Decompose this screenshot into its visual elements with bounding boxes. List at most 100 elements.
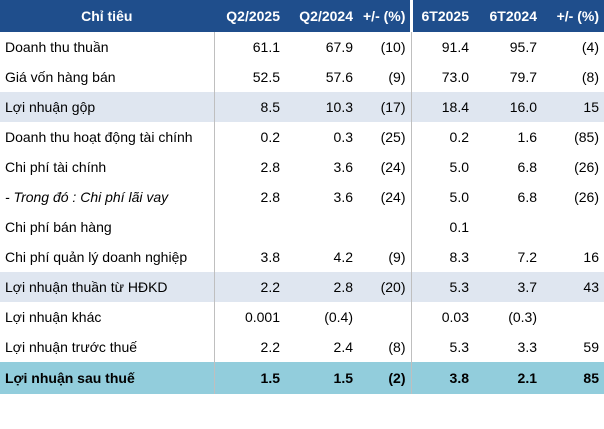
table-body: Doanh thu thuần 61.1 67.9 (10) 91.4 95.7 (4) Gi… bbox=[0, 32, 604, 394]
cell-half-year-change: 85 bbox=[542, 362, 604, 394]
cell-h1-2024: 7.2 bbox=[517, 249, 537, 265]
cell-q2-2024: 2.8 bbox=[285, 272, 358, 302]
cell-half-year-change: (26) bbox=[574, 159, 599, 175]
row-label: Lợi nhuận khác bbox=[0, 302, 215, 332]
cell-q2-2025 bbox=[214, 212, 285, 242]
cell-q2-2024 bbox=[285, 212, 358, 242]
cell-q2-2024: (0.4) bbox=[324, 309, 353, 325]
table-total-row: Lợi nhuận sau thuế 1.5 1.5 (2) 3.8 2.1 85 bbox=[0, 362, 604, 394]
cell-q2-2025: 52.5 bbox=[252, 69, 280, 85]
table-row: Lợi nhuận thuần từ HĐKD 2.2 2.8 (20) 5.3 3.7 4… bbox=[0, 272, 604, 302]
cell-q2-2024: 10.3 bbox=[285, 92, 358, 122]
cell-half-year-change: 16 bbox=[583, 249, 599, 265]
cell-q2-2024: 2.4 bbox=[333, 339, 353, 355]
cell-h1-2024: 95.7 bbox=[509, 39, 537, 55]
row-label: Lợi nhuận sau thuế bbox=[0, 362, 215, 394]
cell-quarter-change: (9) bbox=[358, 242, 412, 272]
cell-quarter-change: (25) bbox=[358, 122, 412, 152]
row-label: Chi phí bán hàng bbox=[0, 212, 215, 242]
table-row: Chi phí bán hàng 0.1 bbox=[0, 212, 604, 242]
cell-h1-2024: 3.7 bbox=[474, 272, 542, 302]
row-label: Giá vốn hàng bán bbox=[0, 62, 215, 92]
cell-h1-2025: 5.0 bbox=[449, 159, 469, 175]
cell-q2-2025: 1.5 bbox=[214, 362, 285, 394]
cell-quarter-change: (9) bbox=[358, 62, 412, 92]
table-header-row: Chỉ tiêu Q2/2025 Q2/2024 +/- (%) 6T2025 … bbox=[0, 0, 604, 32]
row-label: Lợi nhuận trước thuế bbox=[0, 332, 215, 362]
cell-quarter-change: (2) bbox=[358, 362, 412, 394]
cell-h1-2024: 6.8 bbox=[517, 189, 537, 205]
cell-h1-2025: 5.3 bbox=[449, 339, 469, 355]
cell-quarter-change: (20) bbox=[358, 272, 412, 302]
row-label: - Trong đó : Chi phí lãi vay bbox=[0, 182, 215, 212]
table-row: Lợi nhuận trước thuế 2.2 2.4 (8) 5.3 3.3 59 bbox=[0, 332, 604, 362]
cell-h1-2025: 3.8 bbox=[411, 362, 474, 394]
cell-q2-2024: 1.5 bbox=[285, 362, 358, 394]
cell-half-year-change: 43 bbox=[542, 272, 604, 302]
cell-half-year-change bbox=[542, 302, 604, 332]
cell-h1-2024 bbox=[474, 212, 542, 242]
cell-h1-2024: 3.3 bbox=[517, 339, 537, 355]
cell-q2-2025: 8.5 bbox=[214, 92, 285, 122]
cell-quarter-change: (10) bbox=[358, 32, 412, 62]
table-row: Giá vốn hàng bán 52.5 57.6 (9) 73.0 79.7 (8) bbox=[0, 62, 604, 92]
row-label: Chi phí quản lý doanh nghiệp bbox=[0, 242, 215, 272]
cell-h1-2025: 73.0 bbox=[441, 69, 469, 85]
table-row: Chi phí quản lý doanh nghiệp 3.8 4.2 (9) 8.3… bbox=[0, 242, 604, 272]
cell-h1-2025: 18.4 bbox=[411, 92, 474, 122]
cell-q2-2024: 67.9 bbox=[325, 39, 353, 55]
cell-h1-2025: 0.1 bbox=[449, 219, 469, 235]
cell-half-year-change bbox=[542, 212, 604, 242]
cell-h1-2024: 2.1 bbox=[474, 362, 542, 394]
cell-quarter-change: (17) bbox=[358, 92, 412, 122]
cell-h1-2025: 5.3 bbox=[411, 272, 474, 302]
cell-q2-2025: 3.8 bbox=[260, 249, 280, 265]
row-label: Doanh thu hoạt động tài chính bbox=[0, 122, 215, 152]
cell-q2-2024: 3.6 bbox=[333, 159, 353, 175]
cell-quarter-change: (24) bbox=[358, 182, 412, 212]
row-label: Lợi nhuận thuần từ HĐKD bbox=[0, 272, 215, 302]
cell-half-year-change: (8) bbox=[581, 69, 599, 85]
cell-q2-2024: 57.6 bbox=[325, 69, 353, 85]
cell-q2-2024: 0.3 bbox=[333, 129, 353, 145]
row-label: Chi phí tài chính bbox=[0, 152, 215, 182]
cell-q2-2025: 2.8 bbox=[260, 159, 280, 175]
column-header-quarter-change: +/- (%) bbox=[358, 0, 413, 32]
column-header-q2-2025: Q2/2025 bbox=[214, 0, 285, 32]
cell-q2-2024: 4.2 bbox=[333, 249, 353, 265]
cell-quarter-change bbox=[358, 212, 412, 242]
cell-q2-2025: 2.8 bbox=[260, 189, 280, 205]
row-label: Lợi nhuận gộp bbox=[0, 92, 215, 122]
cell-q2-2025: 0.001 bbox=[244, 309, 280, 325]
cell-half-year-change: (85) bbox=[574, 129, 599, 145]
column-header-indicator: Chỉ tiêu bbox=[0, 0, 215, 32]
cell-q2-2025: 61.1 bbox=[252, 39, 280, 55]
cell-quarter-change bbox=[358, 302, 412, 332]
cell-h1-2024: 79.7 bbox=[509, 69, 537, 85]
cell-half-year-change: 15 bbox=[542, 92, 604, 122]
column-header-q2-2024: Q2/2024 bbox=[285, 0, 358, 32]
cell-h1-2025: 91.4 bbox=[441, 39, 469, 55]
cell-half-year-change: (26) bbox=[574, 189, 599, 205]
cell-h1-2024: 6.8 bbox=[517, 159, 537, 175]
cell-h1-2024: (0.3) bbox=[508, 309, 537, 325]
table-row: Doanh thu hoạt động tài chính 0.2 0.3 (25) 0… bbox=[0, 122, 604, 152]
cell-h1-2025: 8.3 bbox=[449, 249, 469, 265]
table-row: Lợi nhuận gộp 8.5 10.3 (17) 18.4 16.0 15 bbox=[0, 92, 604, 122]
column-header-h1-2025: 6T2025 bbox=[411, 0, 474, 32]
table-row: Doanh thu thuần 61.1 67.9 (10) 91.4 95.7 (4) bbox=[0, 32, 604, 62]
cell-half-year-change: (4) bbox=[581, 39, 599, 55]
cell-h1-2025: 5.0 bbox=[449, 189, 469, 205]
cell-half-year-change: 59 bbox=[583, 339, 599, 355]
column-header-h1-2024: 6T2024 bbox=[474, 0, 542, 32]
cell-quarter-change: (8) bbox=[358, 332, 412, 362]
table-row: Chi phí tài chính 2.8 3.6 (24) 5.0 6.8 (26) bbox=[0, 152, 604, 182]
cell-q2-2025: 2.2 bbox=[260, 339, 280, 355]
cell-q2-2024: 3.6 bbox=[333, 189, 353, 205]
cell-h1-2025: 0.03 bbox=[441, 309, 469, 325]
table-row: - Trong đó : Chi phí lãi vay 2.8 3.6 (24) 5.… bbox=[0, 182, 604, 212]
cell-h1-2024: 1.6 bbox=[517, 129, 537, 145]
financial-table: Chỉ tiêu Q2/2025 Q2/2024 +/- (%) 6T2025 … bbox=[0, 0, 604, 394]
row-label: Doanh thu thuần bbox=[0, 32, 215, 62]
cell-h1-2025: 0.2 bbox=[449, 129, 469, 145]
